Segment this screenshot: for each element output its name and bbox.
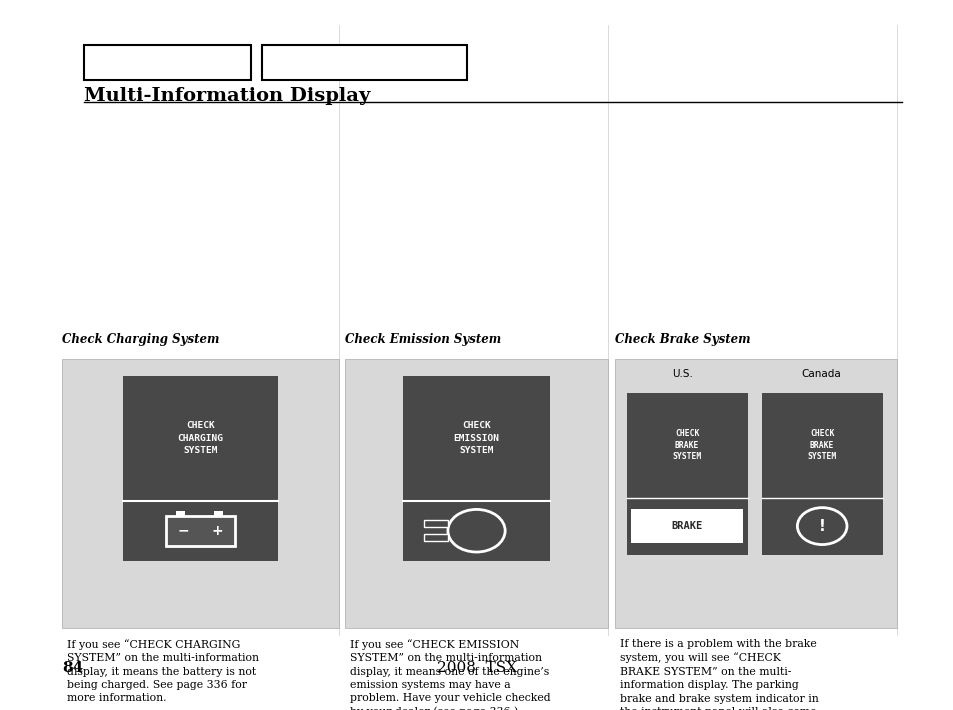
Text: Check Charging System: Check Charging System [62,333,219,346]
Text: CHECK
CHARGING
SYSTEM: CHECK CHARGING SYSTEM [177,422,223,455]
Bar [615,359,896,628]
Bar [626,393,747,498]
Text: 84: 84 [62,660,83,674]
Bar [626,498,747,555]
Bar [262,45,467,80]
Text: Multi-Information Display: Multi-Information Display [84,87,370,104]
Bar [423,534,448,541]
Bar [631,509,742,543]
Bar [213,511,223,515]
Text: −: − [177,524,189,537]
Text: !: ! [818,518,824,534]
Bar [423,520,448,527]
Text: BRAKE: BRAKE [671,521,702,531]
Text: Check Emission System: Check Emission System [345,333,501,346]
Bar [62,359,338,628]
Text: U.S.: U.S. [672,369,693,379]
Text: 2008  TSX: 2008 TSX [436,660,517,674]
Bar [175,511,185,515]
Bar [760,393,882,498]
Bar [760,498,882,555]
Bar [402,501,549,561]
Bar [402,376,549,501]
Bar [84,45,251,80]
Bar [123,376,277,501]
Text: If there is a problem with the brake
system, you will see “CHECK
BRAKE SYSTEM” o: If there is a problem with the brake sys… [619,639,818,710]
Text: If you see “CHECK CHARGING
SYSTEM” on the multi-information
display, it means th: If you see “CHECK CHARGING SYSTEM” on th… [67,639,258,703]
Text: CHECK
BRAKE
SYSTEM: CHECK BRAKE SYSTEM [806,429,836,462]
Bar [123,501,277,561]
Text: Check Brake System: Check Brake System [615,333,750,346]
Text: CHECK
BRAKE
SYSTEM: CHECK BRAKE SYSTEM [672,429,701,462]
Bar [166,515,234,545]
Text: +: + [212,524,223,537]
Text: If you see “CHECK EMISSION
SYSTEM” on the multi-information
display, it means on: If you see “CHECK EMISSION SYSTEM” on th… [350,639,550,710]
Bar [345,359,607,628]
Text: Canada: Canada [801,369,840,379]
Text: CHECK
EMISSION
SYSTEM: CHECK EMISSION SYSTEM [453,422,499,455]
